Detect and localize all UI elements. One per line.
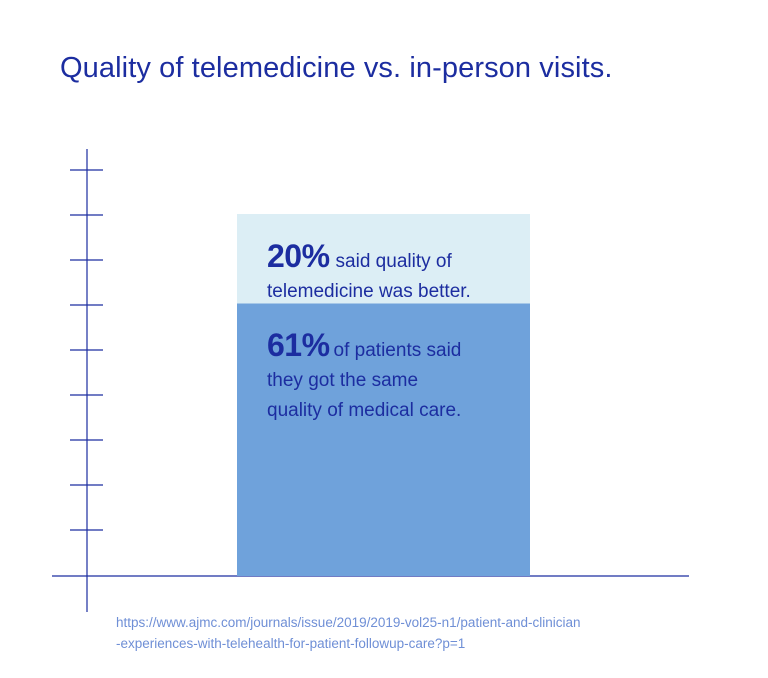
segment-label-better: 20% said quality of telemedicine was bett… [237,214,530,303]
segment-better-text-line-1: said quality of [335,251,452,272]
source-citation[interactable]: https://www.ajmc.com/journals/issue/2019… [116,612,581,654]
segment-same-value: 61% [267,327,330,364]
segment-same-text-line-3: quality of medical care. [267,400,462,422]
segment-better-text-line-2: telemedicine was better. [267,281,471,302]
segment-same-text-line-1: of patients said [333,340,462,362]
source-line-1: https://www.ajmc.com/journals/issue/2019… [116,615,581,630]
bar-segment-better [237,214,530,304]
segment-better-value: 20% [267,238,330,274]
source-line-2: -experiences-with-telehealth-for-patient… [116,636,466,651]
segment-same-text-line-2: they got the same [267,370,419,392]
chart-title: Quality of telemedicine vs. in-person vi… [60,52,613,84]
segment-label-same: 61% of patients said they got the same qu… [237,303,530,576]
bar-segment-same [237,303,530,576]
chart-axes [52,149,689,612]
bar-segments [237,214,530,576]
